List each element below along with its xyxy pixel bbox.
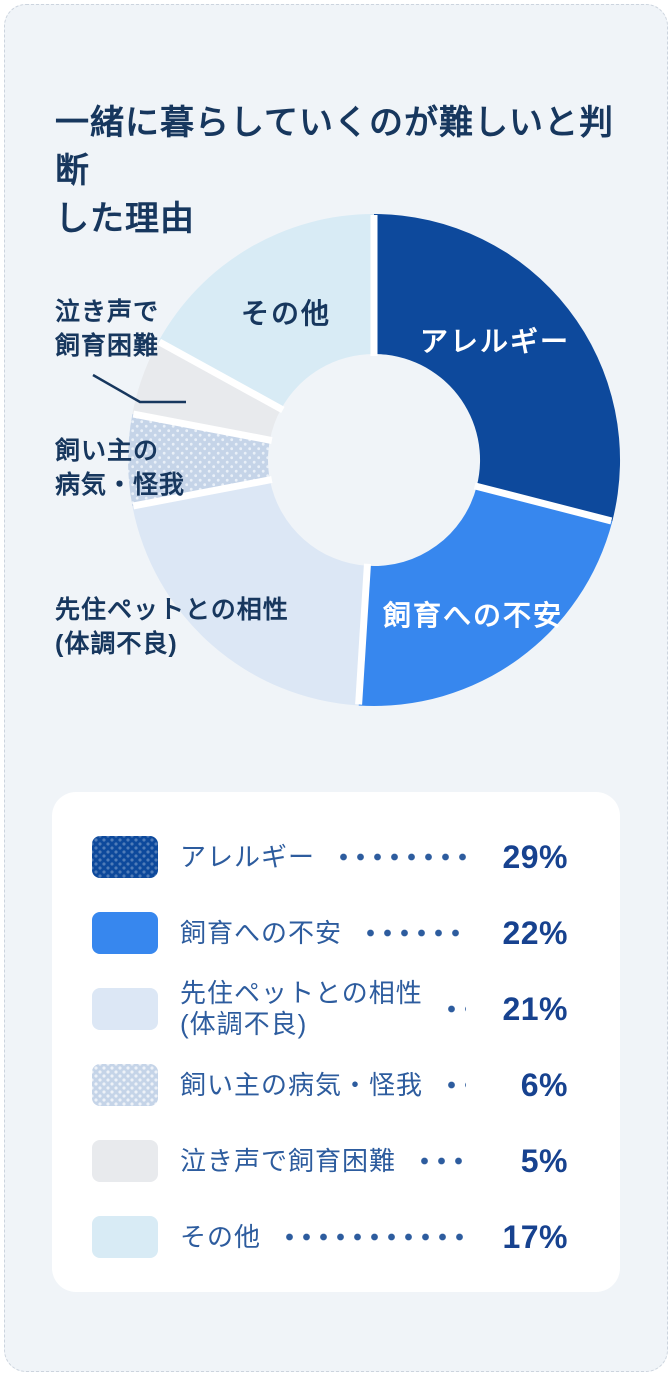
legend-label-line: (体調不良) bbox=[180, 1009, 308, 1039]
slice-separator bbox=[355, 563, 371, 705]
legend-row: 飼い主の病気・怪我 6% bbox=[92, 1062, 568, 1108]
legend-value: 17% bbox=[502, 1218, 568, 1255]
legend-swatch bbox=[92, 1140, 158, 1182]
legend-label: その他 bbox=[180, 1222, 261, 1253]
legend-value: 21% bbox=[502, 990, 568, 1027]
legend-label: 飼育への不安 bbox=[180, 918, 342, 949]
donut-slice bbox=[358, 486, 613, 706]
legend-row: その他 17% bbox=[92, 1214, 568, 1260]
slice-separator bbox=[157, 338, 285, 413]
legend-leader-dots bbox=[416, 1157, 466, 1165]
legend-label-line: アレルギー bbox=[180, 841, 316, 872]
donut-chart-svg bbox=[92, 214, 621, 706]
legend-leader-dots bbox=[442, 1005, 466, 1013]
legend-swatch bbox=[92, 912, 158, 954]
legend-label-line: 泣き声で飼育困難 bbox=[180, 1145, 397, 1176]
legend-value: 29% bbox=[502, 838, 568, 875]
legend-label-line: その他 bbox=[180, 1221, 262, 1252]
legend-label: 飼い主の病気・怪我 bbox=[180, 1070, 423, 1101]
legend-leader-dots bbox=[281, 1233, 466, 1241]
legend-swatch bbox=[92, 988, 158, 1030]
legend-row: 飼育への不安 22% bbox=[92, 910, 568, 956]
legend-swatch bbox=[92, 1216, 158, 1258]
donut-chart: アレルギー 飼育への不安 その他 泣き声で 飼育困難 飼い主の 病気・怪我 先住ペットとの相性… bbox=[0, 190, 672, 750]
legend-label-line: 先住ペットとの相性 bbox=[180, 978, 423, 1008]
legend-label: アレルギー bbox=[180, 842, 315, 873]
donut-slice bbox=[128, 413, 270, 507]
legend-value: 6% bbox=[520, 1066, 568, 1103]
slice-separator bbox=[132, 476, 273, 510]
legend-leader-dots bbox=[335, 853, 466, 861]
donut-slice bbox=[158, 214, 374, 409]
legend-value: 22% bbox=[502, 914, 568, 951]
legend-leader-dots bbox=[362, 929, 466, 937]
legend-row: 泣き声で飼育困難 5% bbox=[92, 1138, 568, 1184]
slice-separator bbox=[132, 410, 273, 444]
legend-label-line: 飼い主の病気・怪我 bbox=[180, 1069, 424, 1100]
legend-value: 5% bbox=[520, 1142, 568, 1179]
donut-slice bbox=[132, 341, 282, 441]
legend-leader-dots bbox=[443, 1081, 466, 1089]
legend-card: アレルギー 29% 飼育への不安 22% 先住ペットとの相性 (体調不良) 21% 飼い主の病… bbox=[52, 792, 620, 1292]
legend-row: 先住ペットとの相性 (体調不良) 21% bbox=[92, 978, 568, 1039]
legend-label-line: 飼育への不安 bbox=[180, 917, 343, 948]
donut-slice bbox=[132, 479, 368, 706]
slice-separator bbox=[473, 482, 613, 525]
donut-slice bbox=[374, 214, 621, 522]
page-title-line-2: した理由 bbox=[55, 199, 195, 238]
legend-row: アレルギー 29% bbox=[92, 834, 568, 880]
legend-label: 泣き声で飼育困難 bbox=[180, 1146, 396, 1177]
page-title-line-1: 一緒に暮らしていくのが難しいと判断 bbox=[55, 103, 614, 190]
legend-swatch bbox=[92, 1064, 158, 1106]
legend-swatch bbox=[92, 836, 158, 878]
leader-line bbox=[92, 373, 186, 404]
legend-label: 先住ペットとの相性 (体調不良) bbox=[180, 978, 423, 1040]
page-title: 一緒に暮らしていくのが難しいと判断 した理由 bbox=[55, 99, 641, 243]
